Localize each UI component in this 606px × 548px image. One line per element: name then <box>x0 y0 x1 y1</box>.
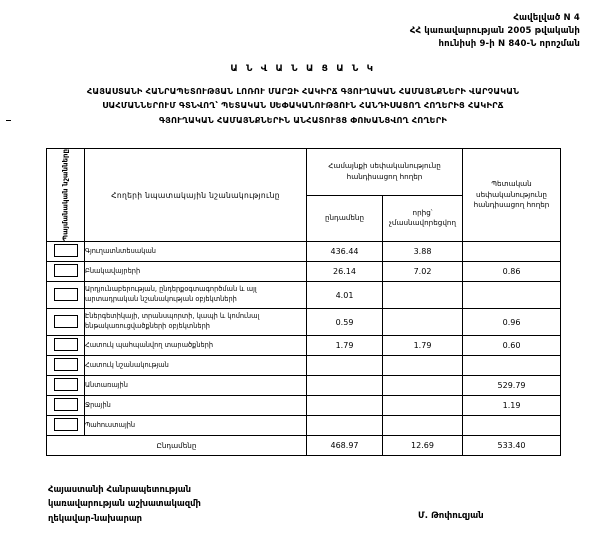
signature-block: Հայաստանի Հանրապետության կառավարության ա… <box>48 482 560 525</box>
legend-swatch-cell <box>46 308 85 336</box>
subtitle-line-2: ՍԱՀՄԱՆՆԵՐՈՒՄ ԳՏՆՎՈՂ՝ ՊԵՏԱԿԱՆ ՍԵՓԱԿԱՆՈՒԹՅ… <box>102 100 504 111</box>
legend-swatch-cell <box>46 355 85 376</box>
row-label: Հատուկ պահպանվող տարածքների <box>84 335 307 356</box>
appendix-number: Հավելված N 4 <box>513 13 580 23</box>
cell-state-property <box>462 281 562 309</box>
table-header-row-1: Պայմանական նշանները Հողերի նպատակային նշ… <box>46 148 562 242</box>
subtitle-line-3: ԳՅՈՒՂԱԿԱՆ ՀԱՄԱՅՆՔՆԵՐԻՆ ԱՆՀԱՏՈՒՅՑ ՓՈԽԱՆՑՎ… <box>158 114 448 125</box>
total-community-non-privatized: 12.69 <box>381 435 464 456</box>
cell-community-total <box>306 355 383 376</box>
cell-community-total <box>306 415 383 436</box>
margin-tick-mark <box>6 120 11 121</box>
cell-state-property: 1.19 <box>462 395 562 416</box>
cell-community-total: 436.44 <box>306 241 383 262</box>
legend-swatch-cell <box>46 241 85 262</box>
row-label: Ջրային <box>84 395 307 416</box>
legend-swatch <box>53 314 78 328</box>
title-block: Ա Ն Վ Ա Ն Ա Ց Ա Ն Կ ՀԱՅԱՍՏԱՆԻ ՀԱՆՐԱՊԵՏՈՒ… <box>30 64 576 127</box>
legend-swatch <box>53 264 78 277</box>
legend-swatch-cell <box>46 281 85 309</box>
column-header-legend: Պայմանական նշանները <box>46 148 85 242</box>
cell-community-total <box>306 395 383 416</box>
table-row: Հատուկ պահպանվող տարածքների 1.79 1.79 0.… <box>46 335 562 356</box>
row-label: Պահուստային <box>84 415 307 436</box>
row-label: Գյուղատնտեսական <box>84 241 307 262</box>
land-allocation-table: Պայմանական նշանները Հողերի նպատակային նշ… <box>46 148 562 456</box>
total-state-property: 533.40 <box>462 435 562 456</box>
cell-community-total: 4.01 <box>306 281 383 309</box>
cell-community-total <box>306 375 383 396</box>
row-label: Արդյունաբերության, ընդերքօգտագործման և ա… <box>84 281 307 309</box>
cell-state-property <box>462 355 562 376</box>
subtitle-line-1: ՀԱՅԱՍՏԱՆԻ ՀԱՆՐԱՊԵՏՈՒԹՅԱՆ ԼՈՌՈՒ ՄԱՐԶԻ ՀԱԿ… <box>86 86 520 96</box>
row-label: Անտառային <box>84 375 307 396</box>
column-header-state-property: Պետական սեփականությունը հանդիսացող հողեր <box>462 148 562 242</box>
cell-state-property: 0.96 <box>462 308 562 336</box>
table-row: Գյուղատնտեսական 436.44 3.88 <box>46 241 562 262</box>
cell-state-property: 0.86 <box>462 261 562 282</box>
table-row: Անտառային 529.79 <box>46 375 562 396</box>
signatory-role-line-3: ղեկավար-նախարար <box>48 512 143 523</box>
row-label: Էներգետիկայի, տրանսպորտի, կապի և կոմունա… <box>84 308 307 336</box>
signatory-role: Հայաստանի Հանրապետության կառավարության ա… <box>48 482 201 525</box>
row-label: Հատուկ նշանակության <box>84 355 307 376</box>
legend-swatch-cell <box>46 335 85 356</box>
document-header: Հավելված N 4 ՀՀ կառավարության 2005 թվակա… <box>410 12 580 52</box>
cell-community-non-privatized: 7.02 <box>381 261 464 282</box>
land-allocation-table-container: Պայմանական նշանները Հողերի նպատակային նշ… <box>46 148 562 456</box>
cell-state-property: 529.79 <box>462 375 562 396</box>
legend-swatch-cell <box>46 415 85 436</box>
legend-swatch <box>53 398 78 411</box>
signatory-name: Մ. Թոփուզյան <box>418 511 484 521</box>
legend-swatch-cell <box>46 261 85 282</box>
table-row: Արդյունաբերության, ընդերքօգտագործման և ա… <box>46 281 562 309</box>
page-subtitle: ՀԱՅԱՍՏԱՆԻ ՀԱՆՐԱՊԵՏՈՒԹՅԱՆ ԼՈՌՈՒ ՄԱՐԶԻ ՀԱԿ… <box>30 84 576 127</box>
table-row: Բնակավայրերի 26.14 7.02 0.86 <box>46 261 562 282</box>
column-header-community-non-privatized: որից՝ չմասնավորեցվող <box>381 194 464 242</box>
table-row: Էներգետիկայի, տրանսպորտի, կապի և կոմունա… <box>46 308 562 336</box>
row-label: Բնակավայրերի <box>84 261 307 282</box>
table-header-row-2: ընդամենը որից՝ չմասնավորեցվող <box>47 194 561 242</box>
table-row: Պահուստային <box>46 415 562 436</box>
legend-swatch <box>53 338 78 351</box>
decree-number-line: հունիսի 9-ի N 840-Ն որոշման <box>438 39 580 50</box>
cell-community-non-privatized <box>381 395 464 416</box>
cell-community-total: 26.14 <box>306 261 383 282</box>
column-header-community-property-group: Համայնքի սեփականությունը հանդիսացող հողե… <box>305 148 464 196</box>
legend-swatch <box>53 378 78 391</box>
legend-swatch <box>53 418 78 431</box>
cell-community-non-privatized: 1.79 <box>381 335 464 356</box>
column-header-land-purpose: Հողերի նպատակային նշանակությունը <box>84 148 307 242</box>
cell-community-total: 1.79 <box>306 335 383 356</box>
cell-community-non-privatized <box>381 375 464 396</box>
cell-state-property <box>462 415 562 436</box>
table-total-row: Ընդամենը 468.97 12.69 533.40 <box>46 435 562 456</box>
signatory-role-line-1: Հայաստանի Հանրապետության <box>48 484 192 494</box>
page-title: Ա Ն Վ Ա Ն Ա Ց Ա Ն Կ <box>230 64 376 74</box>
signatory-role-line-2: կառավարության աշխատակազմի <box>48 498 201 509</box>
cell-community-non-privatized <box>381 415 464 436</box>
cell-community-non-privatized <box>381 308 464 336</box>
table-body: Գյուղատնտեսական 436.44 3.88 Բնակավայրերի… <box>46 241 562 456</box>
table-row: Ջրային 1.19 <box>46 395 562 416</box>
column-header-community-total: ընդամենը <box>306 194 383 242</box>
total-row-label: Ընդամենը <box>46 435 307 456</box>
cell-state-property <box>462 241 562 262</box>
legend-swatch <box>53 287 78 301</box>
decree-year-line: ՀՀ կառավարության 2005 թվականի <box>409 26 580 37</box>
cell-community-non-privatized <box>381 281 464 309</box>
cell-state-property: 0.60 <box>462 335 562 356</box>
legend-swatch-cell <box>46 395 85 416</box>
total-community-total: 468.97 <box>306 435 383 456</box>
column-header-legend-label: Պայմանական նշանները <box>60 149 69 241</box>
cell-community-non-privatized: 3.88 <box>381 241 464 262</box>
legend-swatch <box>53 244 78 257</box>
cell-community-total: 0.59 <box>306 308 383 336</box>
table-row: Հատուկ նշանակության <box>46 355 562 376</box>
table-head: Պայմանական նշանները Հողերի նպատակային նշ… <box>46 148 562 242</box>
legend-swatch <box>53 358 78 371</box>
legend-swatch-cell <box>46 375 85 396</box>
cell-community-non-privatized <box>381 355 464 376</box>
